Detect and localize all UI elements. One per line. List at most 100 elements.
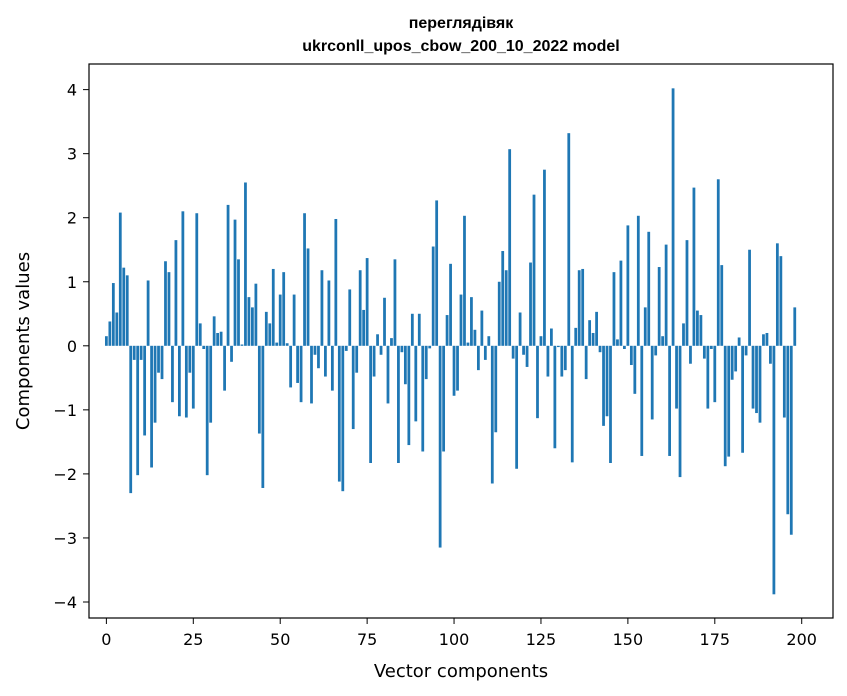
- bar: [709, 345, 713, 349]
- bar: [497, 281, 501, 346]
- bar: [296, 345, 299, 383]
- bar: [563, 345, 567, 371]
- x-axis: 0 25 50 75 100 125 150 175 200: [101, 618, 817, 649]
- bar: [344, 345, 348, 351]
- y-axis: −4 −3 −2 −1 0 1 2 3 4: [53, 81, 89, 612]
- bar: [546, 345, 550, 377]
- bar: [751, 345, 755, 409]
- bar: [595, 311, 598, 346]
- bar: [636, 215, 640, 346]
- bar: [348, 289, 352, 346]
- bar: [536, 345, 539, 419]
- bar: [379, 345, 383, 355]
- bar: [414, 345, 418, 422]
- x-tick-label: 175: [700, 630, 731, 649]
- bar: [424, 345, 428, 380]
- bar: [720, 265, 724, 346]
- x-axis-label: Vector components: [374, 661, 548, 682]
- bar: [264, 311, 268, 346]
- bar: [612, 272, 616, 346]
- bar: [525, 345, 529, 367]
- bar: [515, 345, 519, 469]
- bar: [150, 345, 153, 468]
- bar: [466, 342, 470, 346]
- bar: [459, 294, 463, 346]
- bar: [522, 345, 525, 355]
- bar: [129, 345, 133, 494]
- bar: [351, 345, 355, 430]
- bar: [233, 219, 237, 346]
- bar: [734, 345, 738, 372]
- bar: [706, 345, 710, 409]
- bar: [191, 345, 195, 409]
- bar: [654, 345, 658, 356]
- bar: [167, 272, 171, 346]
- bar: [769, 345, 772, 364]
- bar: [132, 345, 136, 360]
- bar: [567, 133, 571, 346]
- bar: [108, 321, 112, 346]
- bar: [355, 345, 359, 373]
- bar: [782, 345, 786, 418]
- bar: [765, 332, 769, 346]
- x-tick-label: 100: [439, 630, 470, 649]
- bar: [550, 328, 553, 346]
- bar: [160, 345, 164, 380]
- bar: [341, 345, 345, 492]
- bar: [261, 345, 265, 488]
- bar: [470, 297, 473, 346]
- chart-title: переглядівяк ukrconll_upos_cbow_200_10_2…: [302, 15, 619, 55]
- bar: [532, 194, 536, 346]
- bar: [577, 270, 581, 346]
- bar: [609, 345, 612, 463]
- bar: [111, 283, 115, 346]
- chart-title-line-2: ukrconll_upos_cbow_200_10_2022 model: [302, 38, 619, 55]
- bar: [153, 345, 157, 423]
- y-tick-label: 4: [67, 81, 77, 100]
- bar: [143, 345, 147, 436]
- bar: [313, 345, 317, 355]
- bar: [136, 345, 140, 476]
- bar: [463, 215, 466, 346]
- bar: [365, 258, 369, 346]
- bar-series: [104, 88, 797, 595]
- bar: [372, 345, 376, 377]
- bar: [727, 345, 731, 457]
- bar: [271, 268, 275, 346]
- bar: [216, 332, 220, 346]
- bar: [772, 345, 776, 595]
- bar: [320, 270, 324, 346]
- plot-area-frame: [88, 63, 834, 619]
- bar: [369, 345, 372, 463]
- bar: [480, 310, 484, 346]
- bar: [452, 345, 456, 396]
- bar: [616, 339, 619, 346]
- bar: [730, 345, 734, 380]
- bar: [626, 225, 630, 346]
- bar: [376, 334, 379, 346]
- bar: [181, 211, 185, 346]
- bar: [282, 272, 286, 346]
- bar: [247, 297, 251, 346]
- y-tick-label: 2: [67, 209, 77, 228]
- bar: [678, 345, 682, 478]
- bar: [299, 345, 303, 403]
- bar: [647, 231, 651, 346]
- bar: [473, 329, 477, 346]
- bar: [758, 345, 762, 423]
- bar: [435, 200, 439, 346]
- bar: [619, 260, 623, 346]
- bar: [643, 307, 647, 346]
- bar: [417, 313, 421, 346]
- bar: [449, 263, 452, 346]
- bar: [668, 345, 671, 456]
- bar: [289, 345, 293, 388]
- bar: [164, 261, 167, 346]
- bar: [556, 345, 560, 348]
- bar: [675, 345, 678, 409]
- bar: [292, 294, 296, 346]
- bar: [793, 307, 797, 346]
- bar: [553, 345, 557, 449]
- bar: [438, 345, 442, 548]
